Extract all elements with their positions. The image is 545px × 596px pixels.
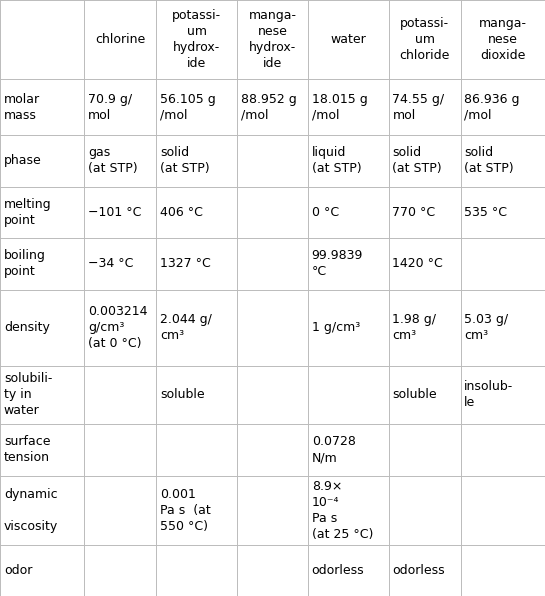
Text: −34 °C: −34 °C (88, 257, 134, 271)
Text: 2.044 g/
cm³: 2.044 g/ cm³ (160, 313, 212, 342)
Text: −101 °C: −101 °C (88, 206, 142, 219)
Text: 56.105 g
/mol: 56.105 g /mol (160, 92, 216, 122)
Text: solid
(at STP): solid (at STP) (464, 147, 514, 175)
Text: 0 °C: 0 °C (312, 206, 339, 219)
Text: 86.936 g
/mol: 86.936 g /mol (464, 92, 520, 122)
Text: 0.003214
g/cm³
(at 0 °C): 0.003214 g/cm³ (at 0 °C) (88, 305, 148, 350)
Text: water: water (330, 33, 366, 46)
Text: manga-
nese
dioxide: manga- nese dioxide (479, 17, 527, 62)
Text: 18.015 g
/mol: 18.015 g /mol (312, 92, 367, 122)
Text: soluble: soluble (160, 389, 205, 401)
Text: dynamic

viscosity: dynamic viscosity (4, 488, 58, 533)
Text: molar
mass: molar mass (4, 92, 40, 122)
Text: 88.952 g
/mol: 88.952 g /mol (241, 92, 296, 122)
Text: gas
(at STP): gas (at STP) (88, 147, 138, 175)
Text: 5.03 g/
cm³: 5.03 g/ cm³ (464, 313, 508, 342)
Text: 99.9839
°C: 99.9839 °C (312, 249, 363, 278)
Text: 8.9×
10⁻⁴
Pa s
(at 25 °C): 8.9× 10⁻⁴ Pa s (at 25 °C) (312, 480, 373, 541)
Text: melting
point: melting point (4, 198, 51, 227)
Text: liquid
(at STP): liquid (at STP) (312, 147, 361, 175)
Text: soluble: soluble (392, 389, 437, 401)
Text: chlorine: chlorine (95, 33, 146, 46)
Text: 770 °C: 770 °C (392, 206, 435, 219)
Text: solid
(at STP): solid (at STP) (160, 147, 210, 175)
Text: odorless: odorless (312, 564, 365, 577)
Text: 1 g/cm³: 1 g/cm³ (312, 321, 360, 334)
Text: 1.98 g/
cm³: 1.98 g/ cm³ (392, 313, 437, 342)
Text: 0.001
Pa s  (at
550 °C): 0.001 Pa s (at 550 °C) (160, 488, 211, 533)
Text: 74.55 g/
mol: 74.55 g/ mol (392, 92, 445, 122)
Text: 535 °C: 535 °C (464, 206, 507, 219)
Text: potassi-
um
hydrox-
ide: potassi- um hydrox- ide (172, 9, 221, 70)
Text: potassi-
um
chloride: potassi- um chloride (399, 17, 450, 62)
Text: 1327 °C: 1327 °C (160, 257, 211, 271)
Text: boiling
point: boiling point (4, 249, 46, 278)
Text: odor: odor (4, 564, 32, 577)
Text: manga-
nese
hydrox-
ide: manga- nese hydrox- ide (249, 9, 296, 70)
Text: 1420 °C: 1420 °C (392, 257, 443, 271)
Text: 0.0728
N/m: 0.0728 N/m (312, 435, 356, 464)
Text: 406 °C: 406 °C (160, 206, 203, 219)
Text: odorless: odorless (392, 564, 445, 577)
Text: phase: phase (4, 154, 41, 167)
Text: density: density (4, 321, 50, 334)
Text: solubili-
ty in
water: solubili- ty in water (4, 372, 52, 417)
Text: insolub-
le: insolub- le (464, 380, 513, 409)
Text: solid
(at STP): solid (at STP) (392, 147, 442, 175)
Text: surface
tension: surface tension (4, 435, 50, 464)
Text: 70.9 g/
mol: 70.9 g/ mol (88, 92, 132, 122)
